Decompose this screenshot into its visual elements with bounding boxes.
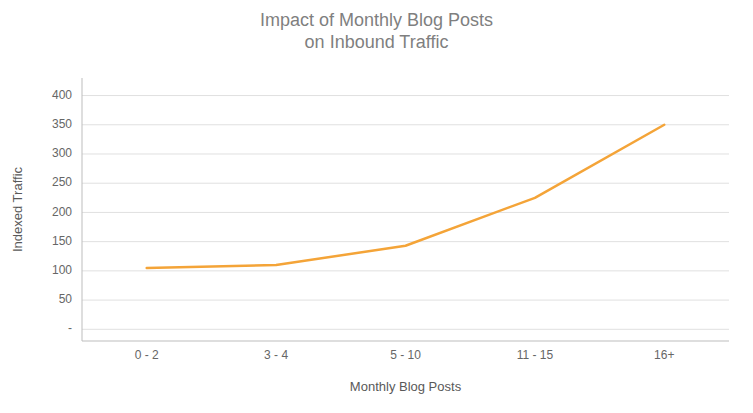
title: Impact of Monthly Blog Postson Inbound T… xyxy=(260,10,493,52)
line xyxy=(147,125,665,268)
grid-line xyxy=(82,124,729,125)
x-tick-label: 11 - 15 xyxy=(517,348,554,362)
grid-line xyxy=(82,241,729,242)
grid xyxy=(82,96,729,330)
x-tick-label: 0 - 2 xyxy=(135,348,159,362)
y-tick-label: 150 xyxy=(52,234,72,248)
y-axis: - 50 100 150 200 250 300 350 400 xyxy=(52,88,72,336)
grid-line xyxy=(82,153,729,154)
x-tick-label: 5 - 10 xyxy=(390,348,421,362)
y-tick-label: - xyxy=(68,321,72,335)
y-tick-label: 400 xyxy=(52,88,72,102)
x-tick-label: 16+ xyxy=(654,348,674,362)
chart: - 50 100 150 200 250 300 350 400 0 - 2 3 - 4 5 - 10… xyxy=(0,0,753,413)
grid-line xyxy=(82,183,729,184)
y-tick-label: 100 xyxy=(52,263,72,277)
x-tick-label: 3 - 4 xyxy=(264,348,288,362)
series xyxy=(147,125,665,268)
grid-line xyxy=(82,212,729,213)
chart-container: - 50 100 150 200 250 300 350 400 0 - 2 3 - 4 5 - 10… xyxy=(0,0,753,413)
y-tick-label: 200 xyxy=(52,205,72,219)
grid-line xyxy=(82,95,729,96)
y-tick-label: 300 xyxy=(52,146,72,160)
y-axis-label: Indexed Traffic xyxy=(10,166,25,252)
x-axis-line xyxy=(82,341,729,342)
grid-line xyxy=(82,329,729,330)
grid-line xyxy=(82,300,729,301)
grid-line xyxy=(82,270,729,271)
y-tick-label: 350 xyxy=(52,117,72,131)
y-tick-label: 250 xyxy=(52,175,72,189)
x-axis: 0 - 2 3 - 4 5 - 10 11 - 15 16+ xyxy=(135,348,675,362)
x-axis-label: Monthly Blog Posts xyxy=(350,379,462,394)
y-axis-line xyxy=(82,78,83,341)
y-tick-label: 50 xyxy=(59,292,73,306)
